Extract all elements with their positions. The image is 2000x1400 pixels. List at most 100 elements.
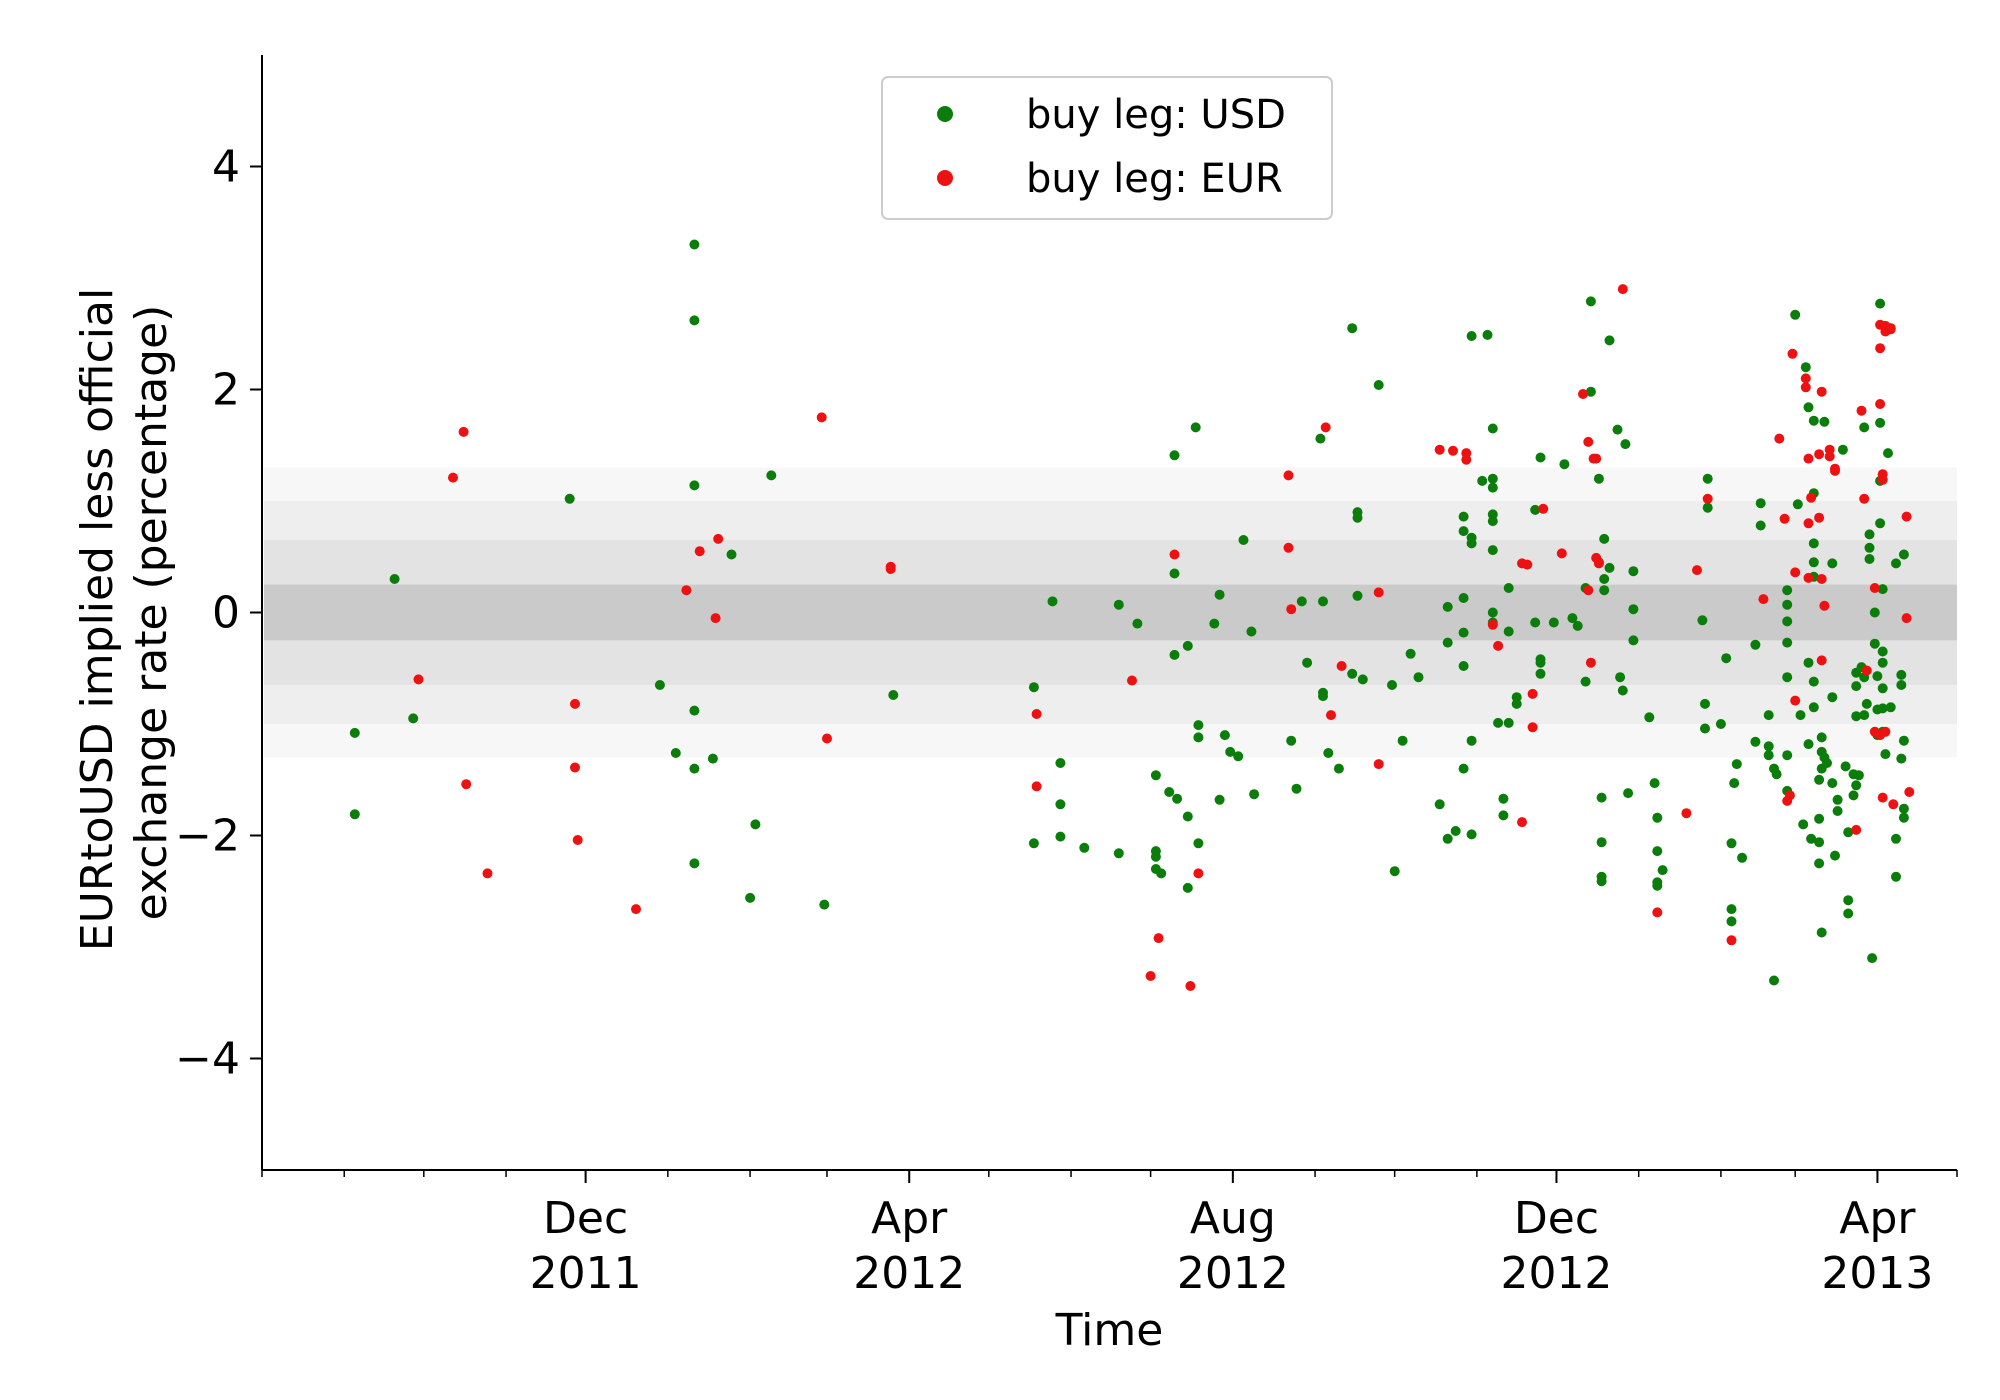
data-point: [1644, 712, 1655, 723]
data-point: [1700, 723, 1710, 734]
legend-label-usd: buy leg: USD: [1026, 92, 1286, 138]
data-point: [1814, 813, 1825, 824]
data-point: [1583, 436, 1594, 447]
data-point: [694, 546, 705, 557]
data-point: [1214, 794, 1225, 805]
data-point: [1620, 439, 1631, 450]
data-point: [1782, 585, 1793, 596]
data-point: [1503, 583, 1514, 593]
x-tick-label-month: Apr: [1839, 1193, 1916, 1244]
y-axis-label-line-2: exchange rate (percentage): [126, 305, 177, 921]
data-point: [1055, 758, 1066, 768]
data-point: [654, 680, 665, 690]
data-point: [1397, 735, 1408, 746]
data-point: [1721, 653, 1732, 664]
legend-marker-eur: [937, 170, 953, 186]
data-point: [1326, 710, 1336, 721]
data-point: [1458, 511, 1469, 522]
data-point: [1784, 790, 1795, 801]
data-point: [1726, 935, 1737, 946]
data-point: [1333, 763, 1344, 774]
data-point: [1182, 882, 1193, 893]
data-point: [1896, 680, 1907, 690]
data-point: [1209, 618, 1220, 629]
data-point: [1832, 806, 1843, 816]
data-point: [713, 533, 724, 544]
data-point: [1599, 574, 1610, 584]
data-point: [1790, 309, 1801, 320]
data-point: [1466, 331, 1477, 341]
data-point: [1612, 424, 1623, 435]
data-point: [1352, 512, 1363, 523]
data-point: [1819, 600, 1830, 611]
data-point: [1877, 584, 1888, 595]
data-point: [1291, 783, 1302, 794]
data-point: [1193, 868, 1204, 879]
data-point: [1503, 626, 1514, 637]
data-point: [1779, 513, 1790, 524]
y-tick-label: 0: [212, 588, 240, 639]
data-point: [1413, 672, 1424, 683]
data-point: [1628, 635, 1639, 646]
data-point: [689, 239, 700, 250]
data-point: [1816, 732, 1827, 743]
y-tick-label: 4: [212, 142, 240, 193]
data-point: [1487, 545, 1498, 556]
x-axis-label: Time: [1055, 1305, 1164, 1356]
data-point: [1731, 759, 1742, 770]
data-point: [1819, 416, 1830, 427]
y-axis-label: EURtoUSD implied less official exchange …: [72, 274, 177, 951]
data-point: [1877, 474, 1888, 485]
data-point: [1869, 638, 1880, 649]
legend: buy leg: USD buy leg: EUR: [881, 76, 1333, 220]
data-point: [1898, 735, 1909, 746]
data-point: [1150, 851, 1161, 862]
data-point: [1898, 812, 1909, 823]
data-point: [1219, 730, 1230, 741]
data-point: [1652, 880, 1663, 891]
data-point: [1156, 868, 1167, 879]
data-point: [689, 705, 700, 716]
data-point: [1875, 298, 1886, 309]
data-point: [1604, 335, 1615, 346]
x-tick-label-month: Aug: [1190, 1193, 1276, 1244]
data-point: [745, 892, 756, 903]
y-tick-label: −2: [175, 811, 240, 862]
data-point: [1572, 620, 1583, 631]
data-point: [1233, 751, 1244, 762]
data-point: [1814, 774, 1825, 785]
data-point: [1190, 422, 1201, 433]
data-point: [1458, 627, 1469, 638]
data-point: [750, 819, 761, 830]
data-point: [1405, 648, 1416, 659]
data-point: [1182, 811, 1193, 822]
data-point: [1615, 672, 1626, 683]
data-point: [1649, 778, 1660, 789]
y-axis-label-line-1: EURtoUSD implied less official: [72, 288, 123, 951]
data-points: [349, 239, 1915, 991]
data-point: [1798, 819, 1809, 830]
data-point: [1763, 750, 1774, 761]
data-point: [1320, 422, 1331, 433]
data-point: [1548, 617, 1559, 628]
data-point: [1848, 790, 1859, 801]
data-point: [1169, 649, 1180, 660]
data-point: [1859, 422, 1870, 433]
x-tick-label-year: 2013: [1821, 1248, 1933, 1299]
x-tick-label-year: 2012: [1500, 1248, 1612, 1299]
data-point: [1864, 542, 1875, 553]
data-point: [1885, 702, 1896, 713]
data-point: [1389, 866, 1400, 877]
confidence-bands: [264, 467, 1957, 758]
data-point: [1493, 640, 1504, 651]
data-point: [1763, 741, 1774, 752]
data-point: [1047, 596, 1058, 607]
data-point: [1851, 824, 1862, 835]
data-point: [1824, 451, 1835, 462]
data-point: [1782, 672, 1793, 683]
data-point: [1877, 792, 1888, 803]
data-point: [885, 564, 896, 574]
data-point: [1522, 559, 1533, 570]
data-point: [1851, 681, 1862, 692]
data-point: [1782, 616, 1793, 627]
